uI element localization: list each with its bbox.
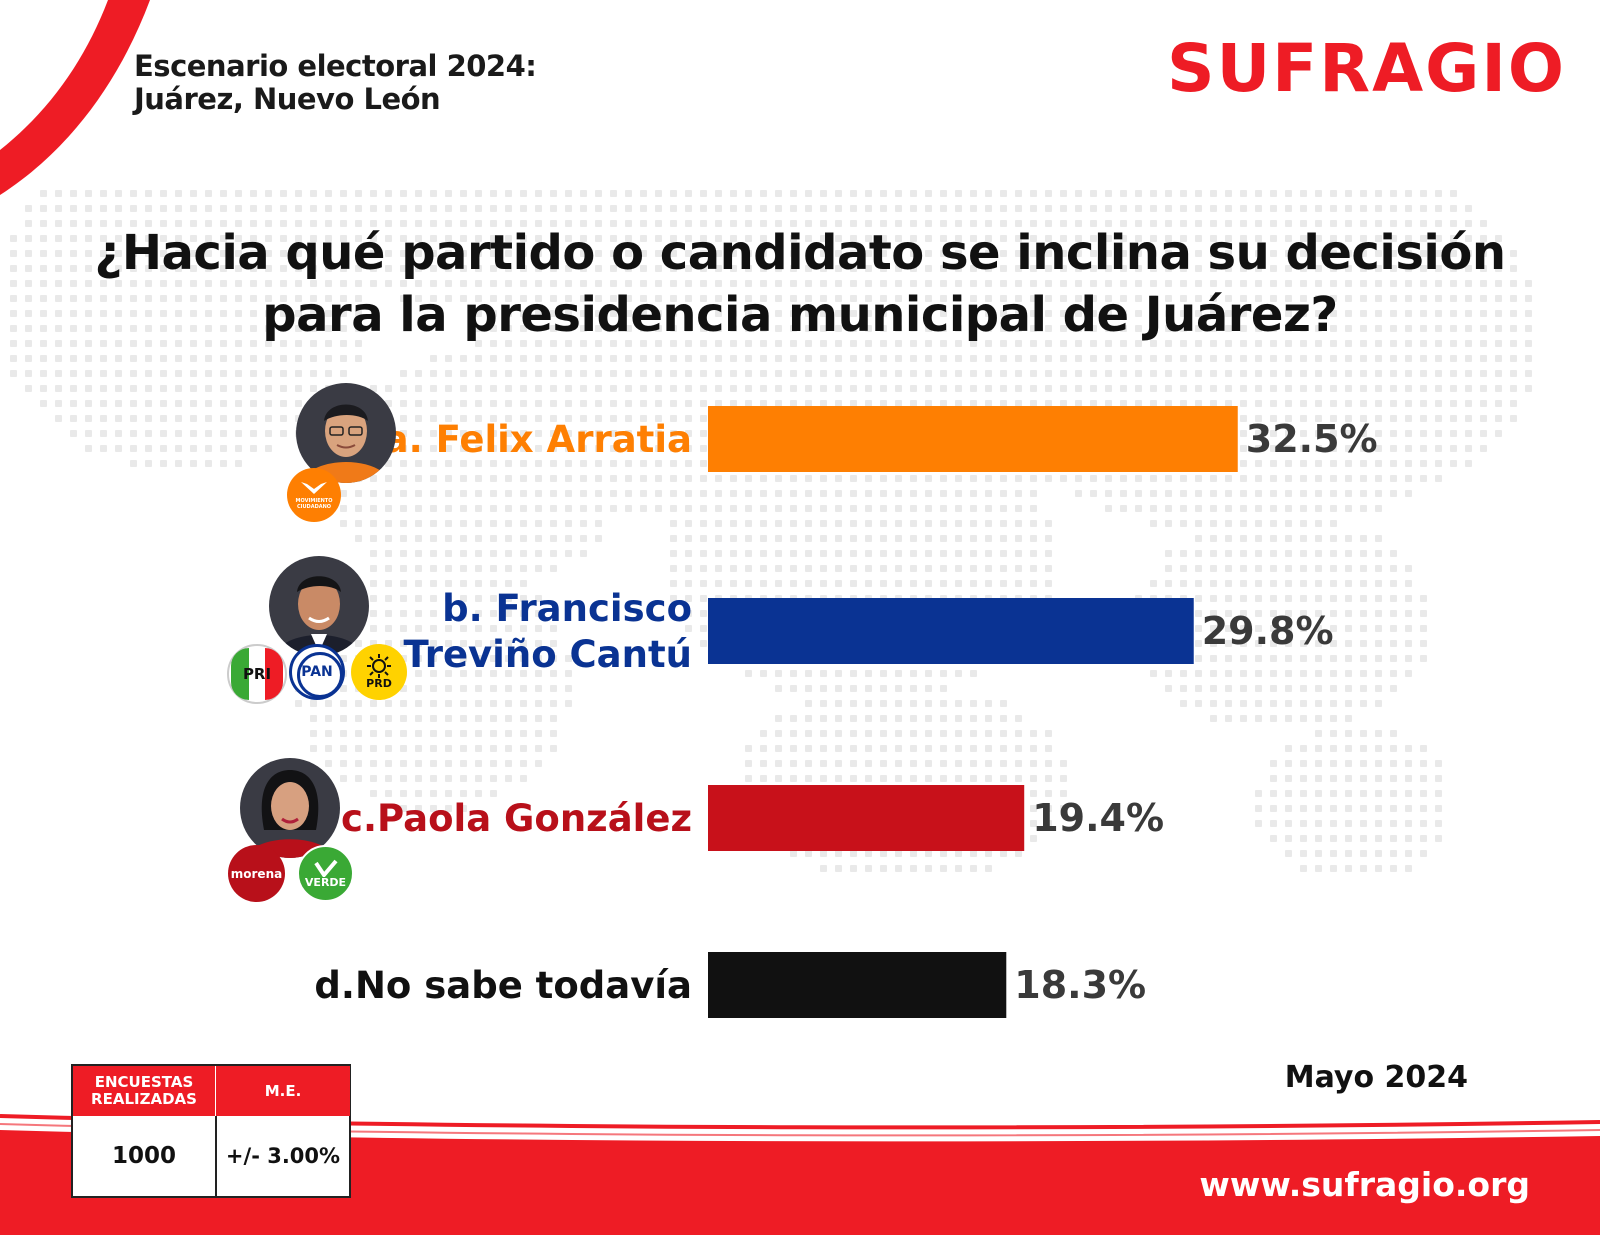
- eagle-icon: [301, 482, 327, 494]
- category-label-2-line1: b. Francisco: [442, 587, 692, 630]
- party-pan-label: PAN: [301, 664, 333, 680]
- party-prd-icon: PRD: [351, 644, 407, 700]
- sun-icon: [367, 654, 391, 678]
- bar-1: [708, 406, 1238, 472]
- category-label-2-line2: Treviño Cantú: [404, 633, 692, 676]
- stats-header-encuestas: ENCUESTAS REALIZADAS: [73, 1066, 215, 1116]
- header-title-line2: Juárez, Nuevo León: [134, 82, 441, 116]
- stats-value-me: +/- 3.00%: [225, 1144, 341, 1168]
- header-title: Escenario electoral 2024: Juárez, Nuevo …: [134, 49, 537, 116]
- party-verde-icon: VERDE: [297, 845, 354, 902]
- category-label-1: a. Felix Arratia: [384, 418, 692, 461]
- party-pan-icon: PAN: [289, 644, 345, 700]
- party-mc-icon: MOVIMIENTO CIUDADANO: [287, 468, 341, 522]
- bar-3: [708, 785, 1025, 851]
- sufragio-logo: SUFRAGIO: [1167, 30, 1566, 107]
- party-morena-icon: morena: [228, 845, 285, 902]
- value-label-2: 29.8%: [1202, 609, 1334, 653]
- question-line1: ¿Hacia qué partido o candidato se inclin…: [94, 225, 1506, 281]
- party-mc-label: MOVIMIENTO CIUDADANO: [295, 498, 333, 510]
- value-label-4: 18.3%: [1014, 963, 1146, 1007]
- chart-question: ¿Hacia qué partido o candidato se inclin…: [40, 222, 1560, 346]
- corner-arc-decoration: [0, 0, 150, 195]
- value-label-3: 19.4%: [1032, 796, 1164, 840]
- bar-4: [708, 952, 1007, 1018]
- header-title-line1: Escenario electoral 2024:: [134, 49, 537, 83]
- stats-value-encuestas: 1000: [111, 1143, 176, 1169]
- candidate-photo-paola: [240, 758, 340, 858]
- value-label-1: 32.5%: [1246, 417, 1378, 461]
- party-prd-label: PRD: [366, 677, 392, 690]
- category-label-4: d.No sabe todavía: [314, 964, 692, 1007]
- candidate-photo-francisco: [269, 556, 369, 656]
- bar-2: [708, 598, 1194, 664]
- party-verde-label: VERDE: [304, 875, 347, 889]
- party-morena-label: morena: [230, 866, 283, 881]
- stats-divider: [215, 1116, 217, 1196]
- website-link[interactable]: www.sufragio.org: [1199, 1165, 1530, 1204]
- party-pri-icon: PRI: [227, 644, 287, 704]
- question-line2: para la presidencia municipal de Juárez?: [262, 287, 1338, 343]
- party-pri-label: PRI: [242, 665, 272, 683]
- checkmark-icon: [313, 859, 338, 877]
- survey-stats-table: ENCUESTAS REALIZADAS M.E. 1000 +/- 3.00%: [71, 1064, 351, 1198]
- survey-date: Mayo 2024: [1284, 1060, 1468, 1095]
- category-label-3: c.Paola González: [341, 797, 692, 840]
- stats-header-me: M.E.: [215, 1066, 350, 1116]
